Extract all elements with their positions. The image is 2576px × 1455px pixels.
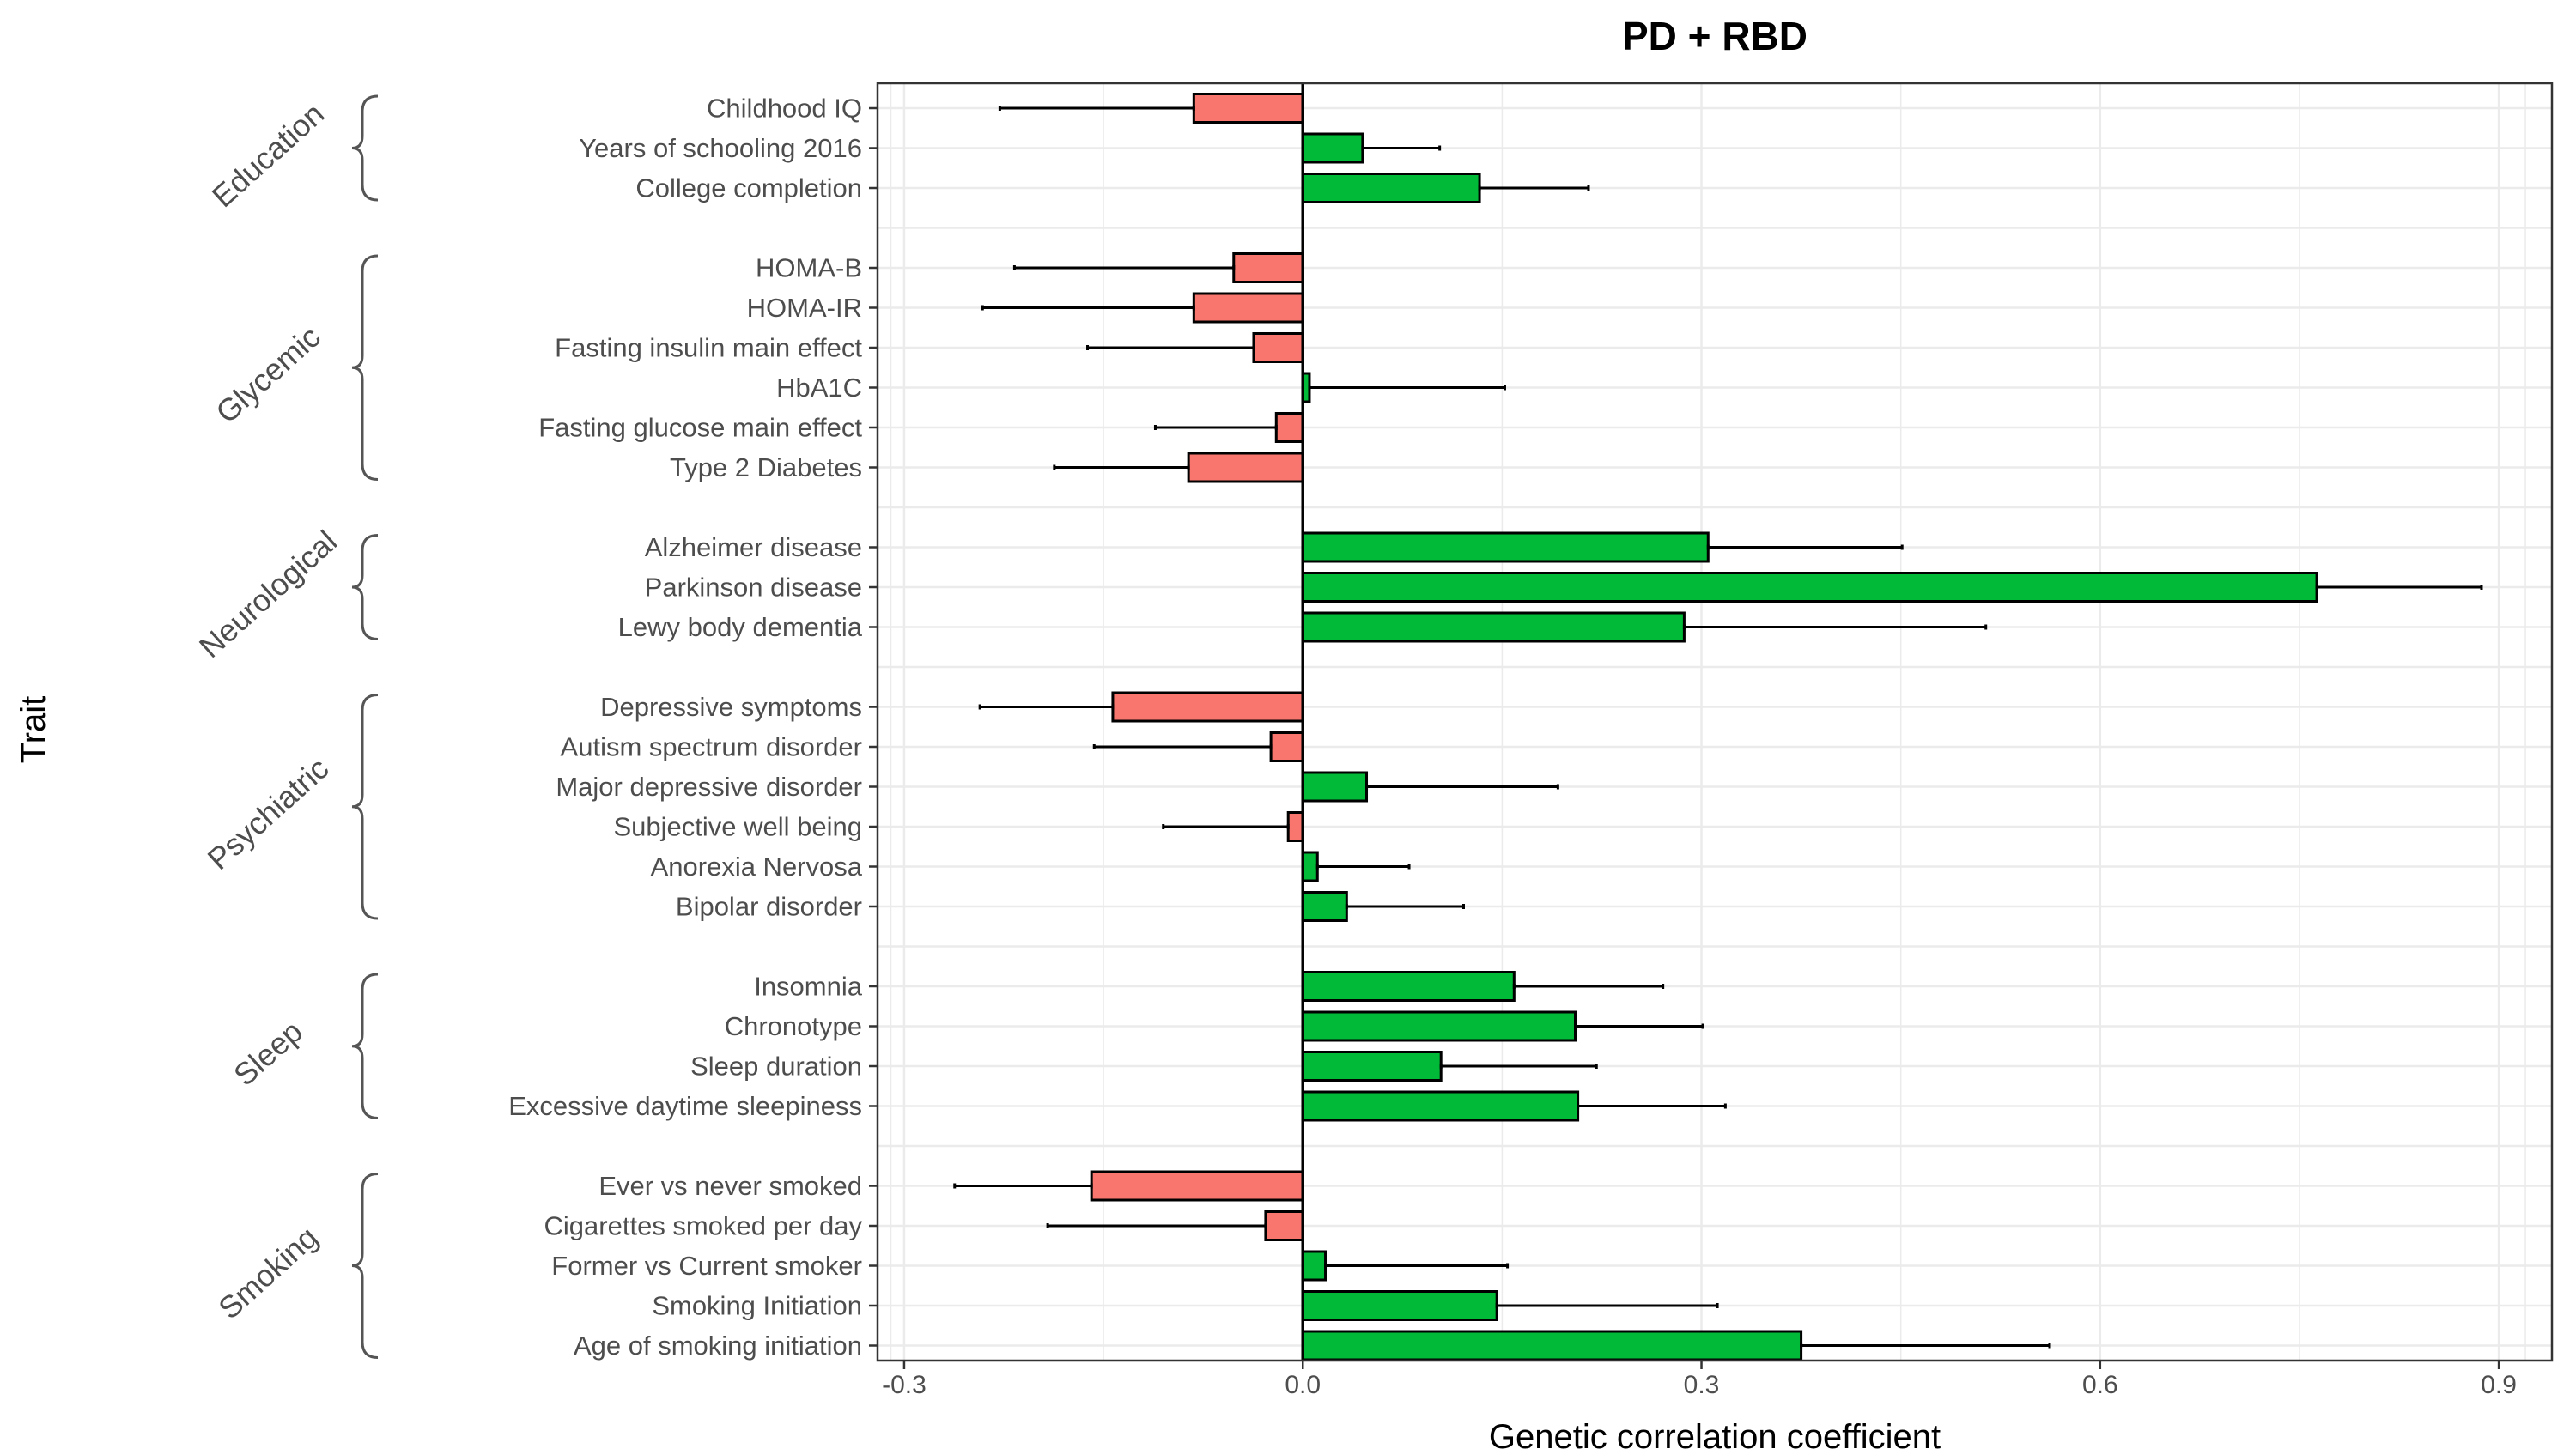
group-brace (351, 94, 379, 202)
bar-childhood-iq (1192, 93, 1304, 124)
trait-label: Depressive symptoms (600, 692, 862, 722)
group-brace (351, 694, 379, 920)
trait-label: Ever vs never smoked (598, 1171, 862, 1201)
group-label: Neurological (192, 524, 343, 664)
trait-label: Cigarettes smoked per day (544, 1211, 863, 1241)
bar-smoking-initiation (1301, 1290, 1498, 1321)
bar-anorexia-nervosa (1301, 851, 1319, 882)
x-axis-title: Genetic correlation coefficient (1489, 1418, 1941, 1455)
bar-ever-vs-never-smoked (1090, 1170, 1304, 1202)
group-brace (351, 534, 379, 640)
trait-label: Fasting insulin main effect (555, 333, 862, 363)
group-brace (351, 1173, 379, 1359)
bar-years-of-schooling-2016 (1301, 132, 1364, 164)
trait-label: HOMA-IR (747, 293, 862, 323)
trait-label: Sleep duration (690, 1052, 862, 1082)
trait-label: College completion (635, 173, 862, 203)
bar-parkinson-disease (1301, 572, 2318, 603)
x-tick-label: -0.3 (882, 1371, 927, 1399)
bar-depressive-symptoms (1111, 691, 1304, 723)
bar-excessive-daytime-sleepiness (1301, 1090, 1580, 1122)
trait-label: Age of smoking initiation (574, 1331, 862, 1361)
trait-label: Fasting glucose main effect (538, 413, 862, 443)
trait-label: Years of schooling 2016 (579, 133, 862, 163)
trait-label: Bipolar disorder (676, 892, 862, 922)
bar-fasting-insulin-main-effect (1252, 332, 1304, 363)
bar-homa-ir (1192, 292, 1304, 324)
bar-cigarettes-smoked-per-day (1264, 1210, 1304, 1241)
bar-fasting-glucose-main-effect (1274, 412, 1304, 443)
chart-title: PD + RBD (1622, 14, 1807, 58)
group-brace (351, 254, 379, 481)
trait-label: HOMA-B (756, 253, 862, 283)
trait-label: Major depressive disorder (556, 772, 862, 802)
bar-former-vs-current-smoker (1301, 1250, 1327, 1282)
group-label: Glycemic (209, 318, 326, 430)
bar-type-2-diabetes (1187, 452, 1304, 483)
x-tick-label: 0.6 (2082, 1371, 2118, 1399)
bar-college-completion (1301, 173, 1481, 203)
group-brace (351, 973, 379, 1119)
trait-label: Smoking Initiation (652, 1291, 862, 1321)
group-label: Sleep (227, 1014, 309, 1093)
bar-major-depressive-disorder (1301, 771, 1369, 803)
trait-label: Parkinson disease (645, 573, 862, 603)
bar-bipolar-disorder (1301, 891, 1348, 922)
y-axis-title: Trait (15, 696, 52, 764)
x-tick-label: 0.3 (1684, 1371, 1720, 1399)
bar-homa-b (1232, 252, 1304, 283)
trait-label: Autism spectrum disorder (561, 732, 862, 762)
trait-label: HbA1C (776, 373, 862, 403)
group-label: Psychiatric (201, 750, 336, 876)
x-tick-label: 0.9 (2481, 1371, 2517, 1399)
bar-lewy-body-dementia (1301, 611, 1686, 643)
plot-panel-border (876, 82, 2554, 1362)
trait-label: Childhood IQ (707, 94, 862, 124)
trait-label: Former vs Current smoker (551, 1251, 862, 1281)
bar-autism-spectrum-disorder (1269, 731, 1304, 762)
trait-label: Subjective well being (613, 812, 862, 842)
trait-label: Lewy body dementia (618, 612, 863, 642)
trait-label: Excessive daytime sleepiness (508, 1091, 862, 1121)
bar-sleep-duration (1301, 1051, 1443, 1082)
x-tick-label: 0.0 (1285, 1371, 1321, 1399)
bar-insomnia (1301, 971, 1516, 1002)
group-label: Smoking (211, 1219, 325, 1325)
trait-label: Insomnia (754, 972, 863, 1002)
bar-alzheimer-disease (1301, 531, 1710, 563)
bar-subjective-well-being (1286, 811, 1304, 842)
group-label: Education (205, 96, 331, 215)
trait-label: Chronotype (725, 1011, 862, 1041)
trait-label: Type 2 Diabetes (670, 452, 862, 482)
bar-chronotype (1301, 1010, 1577, 1042)
trait-label: Alzheimer disease (645, 532, 862, 562)
bar-age-of-smoking-initiation (1301, 1330, 1803, 1361)
trait-label: Anorexia Nervosa (651, 852, 863, 882)
